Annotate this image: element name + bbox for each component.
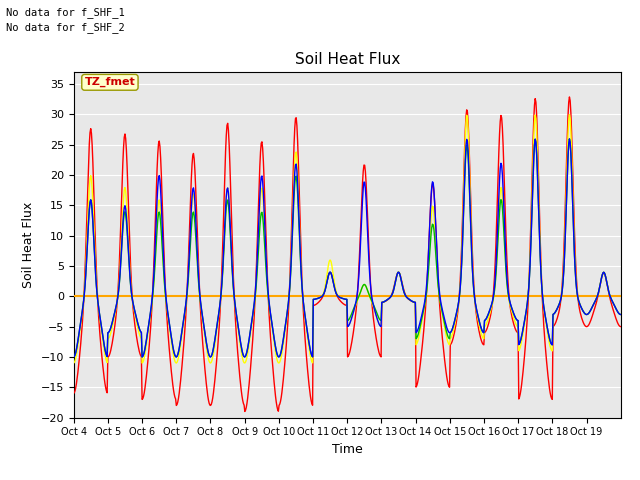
Text: TZ_fmet: TZ_fmet [84, 77, 135, 87]
Y-axis label: Soil Heat Flux: Soil Heat Flux [22, 202, 35, 288]
Text: No data for f_SHF_1: No data for f_SHF_1 [6, 7, 125, 18]
Title: Soil Heat Flux: Soil Heat Flux [294, 52, 400, 67]
Text: No data for f_SHF_2: No data for f_SHF_2 [6, 22, 125, 33]
X-axis label: Time: Time [332, 443, 363, 456]
